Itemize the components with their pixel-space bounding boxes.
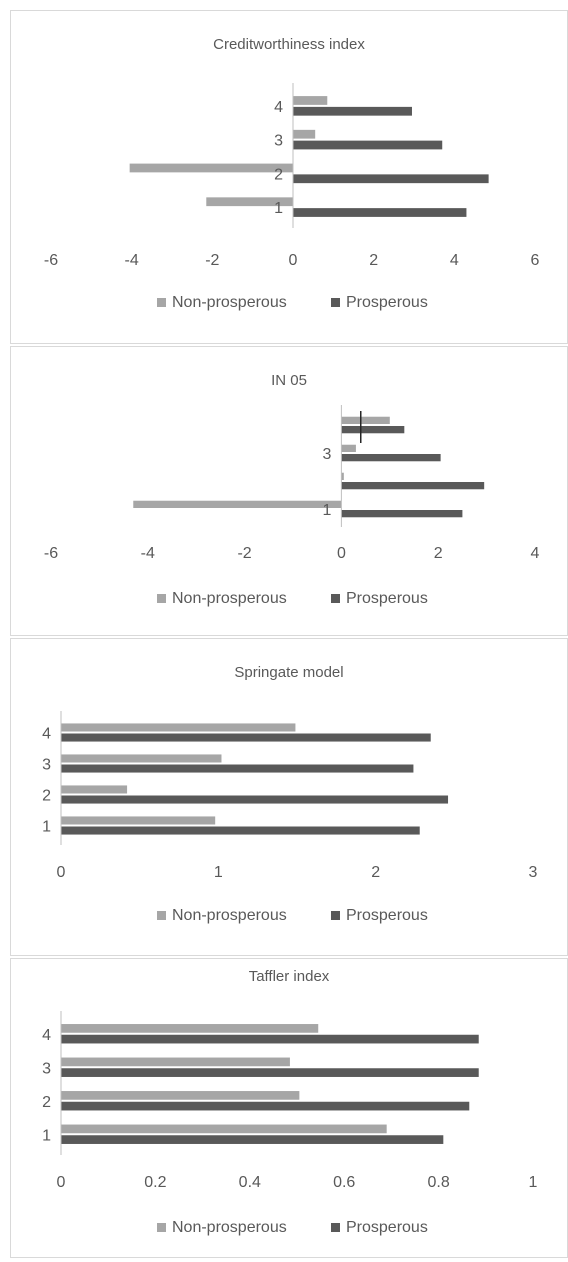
bar-non-prosperous-2 [341, 472, 344, 480]
bar-non-prosperous-3 [341, 444, 356, 452]
category-label-2: 2 [42, 788, 51, 805]
chart-in05: IN 05 1 3 -6 -4 -2 0 2 4 Non-prosperous Prosperous [44, 372, 540, 607]
x-tick-label: -4 [125, 252, 139, 269]
x-tick-label: -2 [205, 252, 219, 269]
legend-label-prosperous: Prosperous [346, 1219, 428, 1236]
bar-non-prosperous-1 [206, 197, 293, 207]
category-label-3: 3 [274, 133, 283, 150]
category-label-4: 4 [42, 726, 51, 743]
legend-label-non-prosperous: Non-prosperous [172, 907, 287, 924]
x-tick-label: 0.4 [239, 1174, 261, 1191]
bar-prosperous-4 [61, 1034, 479, 1044]
x-tick-label: 0.6 [333, 1174, 355, 1191]
x-tick-label: -6 [44, 545, 58, 562]
bar-non-prosperous-4 [341, 416, 390, 424]
x-tick-label: 2 [371, 864, 380, 881]
bar-non-prosperous-3 [61, 754, 222, 763]
chart-panel-taffler: Taffler index 1 2 3 4 0 0.2 0.4 0.6 0.8 1 Non-prosp… [10, 958, 568, 1258]
bar-prosperous-1 [61, 1135, 444, 1144]
bar-non-prosperous-2 [61, 1091, 300, 1100]
bar-non-prosperous-3 [61, 1057, 290, 1067]
x-tick-label: 1 [529, 1174, 538, 1191]
x-tick-label: 1 [214, 864, 223, 881]
category-label-2: 2 [274, 166, 283, 183]
bar-non-prosperous-1 [133, 500, 342, 508]
x-tick-label: 0 [289, 252, 298, 269]
chart-taffler: Taffler index 1 2 3 4 0 0.2 0.4 0.6 0.8 1 Non-prosp… [42, 968, 538, 1236]
legend-swatch-non-prosperous [157, 911, 166, 920]
legend-label-non-prosperous: Non-prosperous [172, 590, 287, 607]
bar-prosperous-4 [293, 106, 412, 116]
bar-prosperous-3 [61, 764, 414, 773]
category-label-2: 2 [42, 1094, 51, 1111]
bar-non-prosperous-4 [293, 96, 328, 105]
legend-label-non-prosperous: Non-prosperous [172, 294, 287, 311]
x-tick-label: 0 [57, 1174, 66, 1191]
x-tick-label: 0 [337, 545, 346, 562]
bar-non-prosperous-4 [61, 1024, 319, 1033]
category-label-1: 1 [274, 200, 283, 217]
x-tick-label: 0.8 [427, 1174, 449, 1191]
bar-prosperous-1 [293, 208, 467, 217]
category-label-3: 3 [322, 446, 331, 463]
bar-non-prosperous-1 [61, 816, 216, 825]
x-tick-label: 6 [531, 252, 540, 269]
legend-swatch-non-prosperous [157, 594, 166, 603]
category-label-4: 4 [42, 1027, 51, 1044]
legend-swatch-prosperous [331, 911, 340, 920]
legend-swatch-non-prosperous [157, 298, 166, 307]
legend-label-prosperous: Prosperous [346, 590, 428, 607]
bar-non-prosperous-3 [293, 129, 316, 139]
bar-non-prosperous-4 [61, 723, 296, 732]
bar-prosperous-2 [341, 482, 485, 490]
chart-title: IN 05 [271, 372, 307, 389]
x-tick-label: -4 [141, 545, 155, 562]
bar-prosperous-2 [61, 1101, 470, 1111]
category-label-3: 3 [42, 757, 51, 774]
legend-label-prosperous: Prosperous [346, 294, 428, 311]
bar-prosperous-1 [341, 510, 463, 518]
x-tick-label: 2 [434, 545, 443, 562]
x-tick-label: 3 [529, 864, 538, 881]
chart-creditworthiness: Creditworthiness index 1 2 3 4 -6 -4 -2 0 2 4 6 Non-… [44, 36, 540, 311]
category-label-1: 1 [42, 1127, 51, 1144]
category-label-3: 3 [42, 1060, 51, 1077]
x-tick-label: 2 [369, 252, 378, 269]
legend-swatch-prosperous [331, 594, 340, 603]
chart-panel-in05: IN 05 1 3 -6 -4 -2 0 2 4 Non-prosperous Prosperous [10, 346, 568, 636]
legend-label-non-prosperous: Non-prosperous [172, 1219, 287, 1236]
x-tick-label: -2 [237, 545, 251, 562]
legend-swatch-prosperous [331, 1223, 340, 1232]
bar-prosperous-4 [61, 733, 431, 742]
bar-prosperous-4 [341, 426, 405, 434]
chart-title: Creditworthiness index [213, 36, 365, 53]
bar-non-prosperous-1 [61, 1124, 387, 1134]
bar-prosperous-3 [341, 454, 441, 462]
x-tick-label: 4 [531, 545, 540, 562]
x-tick-label: -6 [44, 252, 58, 269]
category-label-4: 4 [274, 99, 283, 116]
bar-non-prosperous-2 [61, 785, 128, 794]
chart-panel-springate: Springate model 1 2 3 4 0 1 2 3 Non-prosperous Pro… [10, 638, 568, 956]
legend-swatch-prosperous [331, 298, 340, 307]
chart-title: Springate model [234, 664, 343, 681]
bar-prosperous-3 [61, 1068, 479, 1077]
legend-swatch-non-prosperous [157, 1223, 166, 1232]
chart-panel-creditworthiness: Creditworthiness index 1 2 3 4 -6 -4 -2 0 2 4 6 Non-… [10, 10, 568, 344]
chart-title: Taffler index [249, 968, 330, 985]
bar-prosperous-2 [293, 174, 489, 184]
bar-non-prosperous-2 [129, 163, 293, 173]
x-tick-label: 0 [57, 864, 66, 881]
x-tick-label: 4 [450, 252, 459, 269]
bar-prosperous-1 [61, 826, 420, 835]
bar-prosperous-2 [61, 795, 449, 804]
category-label-1: 1 [42, 819, 51, 836]
x-tick-label: 0.2 [144, 1174, 166, 1191]
legend-label-prosperous: Prosperous [346, 907, 428, 924]
bar-prosperous-3 [293, 140, 443, 150]
category-label-1: 1 [322, 502, 331, 519]
chart-springate: Springate model 1 2 3 4 0 1 2 3 Non-prosperous Pro… [42, 664, 538, 924]
